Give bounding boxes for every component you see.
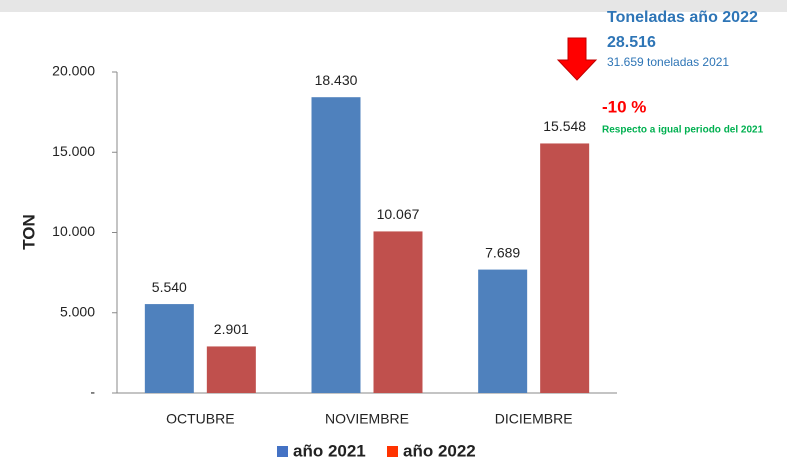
x-tick-label: OCTUBRE [166, 411, 234, 427]
data-label: 2.901 [214, 321, 249, 337]
legend-label: año 2022 [403, 441, 476, 460]
y-tick-label: 10.000 [52, 223, 95, 239]
data-label: 10.067 [377, 206, 420, 222]
bar [144, 304, 194, 393]
down-arrow [556, 37, 598, 81]
bar [478, 269, 528, 393]
y-axis-label: TON [19, 214, 38, 250]
y-tick-label: 15.000 [52, 143, 95, 159]
x-tick-label: NOVIEMBRE [325, 411, 409, 427]
data-label: 5.540 [152, 279, 187, 295]
y-tick-label: 5.000 [60, 303, 95, 319]
annotation-change: -10 % [602, 97, 646, 116]
annotation-total: 28.516 [607, 34, 656, 51]
bar [540, 143, 590, 393]
y-tick-label: - [90, 384, 95, 400]
annotation-note: Respecto a igual periodo del 2021 [602, 125, 764, 136]
legend-swatch [277, 446, 288, 457]
bar [206, 346, 256, 393]
y-tick-label: 20.000 [52, 63, 95, 79]
annotation-previous: 31.659 toneladas 2021 [607, 55, 729, 69]
top-bar [0, 0, 787, 12]
annotation-title: Toneladas año 2022 [607, 9, 758, 26]
data-label: 18.430 [315, 72, 358, 88]
bar [373, 231, 423, 393]
data-label: 15.548 [543, 118, 586, 134]
bar [311, 97, 361, 394]
x-tick-label: DICIEMBRE [495, 411, 573, 427]
data-label: 7.689 [485, 244, 520, 260]
legend-label: año 2021 [293, 441, 366, 460]
legend-swatch [387, 446, 398, 457]
